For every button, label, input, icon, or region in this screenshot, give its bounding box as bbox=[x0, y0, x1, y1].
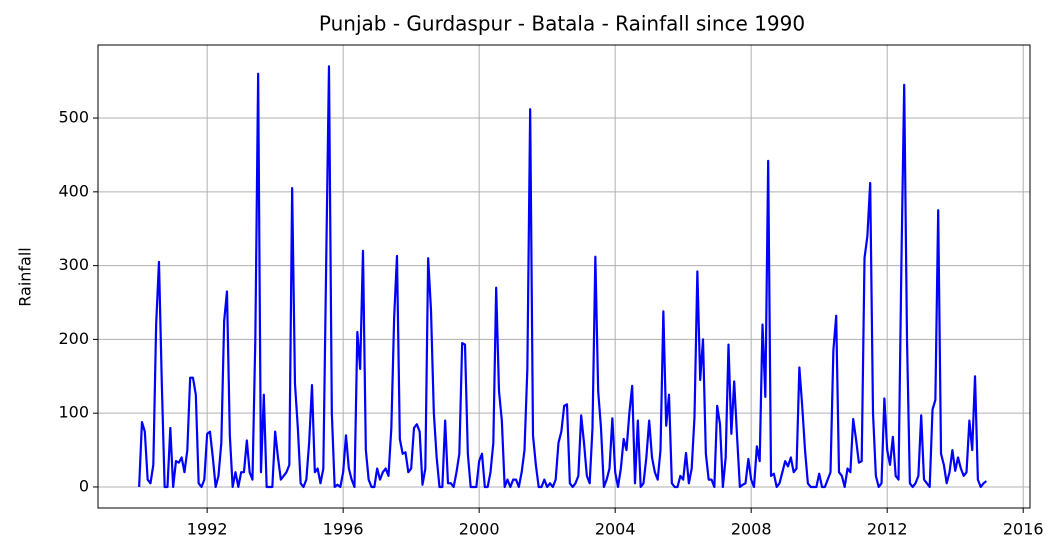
x-tick-label: 1996 bbox=[323, 520, 364, 539]
y-tick-label: 0 bbox=[79, 476, 89, 495]
y-axis-label: Rainfall bbox=[16, 247, 35, 306]
y-tick-label: 100 bbox=[58, 403, 89, 422]
y-tick-label: 200 bbox=[58, 329, 89, 348]
x-tick-label: 2016 bbox=[1003, 520, 1044, 539]
x-tick-label: 2000 bbox=[459, 520, 500, 539]
data-line bbox=[138, 65, 988, 489]
x-tick-label: 2008 bbox=[731, 520, 772, 539]
y-tick-label: 400 bbox=[58, 181, 89, 200]
x-tick-label: 2012 bbox=[867, 520, 908, 539]
chart-title: Punjab - Gurdaspur - Batala - Rainfall s… bbox=[319, 12, 805, 36]
x-tick-label: 2004 bbox=[595, 520, 636, 539]
y-tick-label: 500 bbox=[58, 108, 89, 127]
plot-frame bbox=[97, 44, 1031, 509]
x-tick-label: 1992 bbox=[187, 520, 228, 539]
y-tick-label: 300 bbox=[58, 255, 89, 274]
